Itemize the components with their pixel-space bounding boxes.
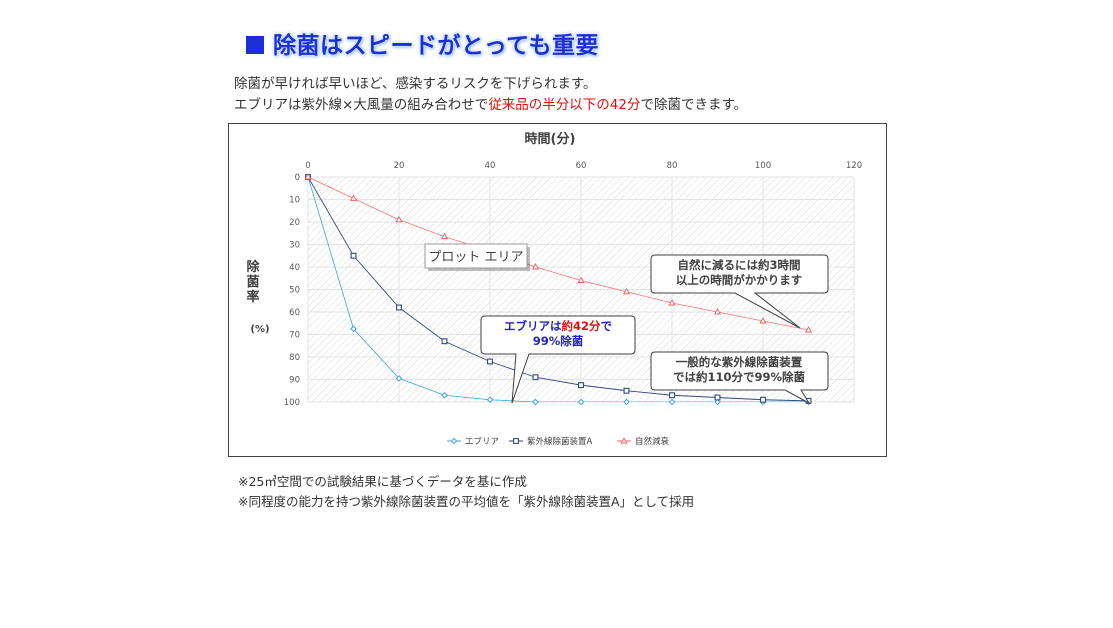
legend-label-1: エブリア bbox=[465, 436, 499, 447]
series-group bbox=[308, 177, 809, 402]
data-point-2 bbox=[487, 358, 493, 365]
callout-uv-line-2: では約110分で99%除菌 bbox=[673, 370, 806, 384]
data-point-3 bbox=[577, 276, 585, 283]
data-point-1 bbox=[577, 398, 585, 406]
data-point-2 bbox=[532, 374, 539, 381]
data-point-2 bbox=[578, 382, 584, 389]
legend-marker-3 bbox=[620, 437, 628, 444]
y-axis-label-2: 菌 bbox=[246, 274, 259, 290]
x-tick-label: 20 bbox=[394, 161, 405, 171]
y-axis-ticks: 0 10 20 30 40 50 60 70 80 90 100 bbox=[284, 173, 300, 408]
x-axis-ticks: 0 20 40 60 80 100 120 bbox=[305, 161, 862, 171]
data-point-2 bbox=[669, 392, 675, 399]
chart-title: 時間(分) bbox=[525, 131, 576, 147]
data-point-1 bbox=[714, 398, 721, 406]
series-line-1 bbox=[308, 177, 809, 402]
intro-line-1: 除菌が早ければ早いほど、感染するリスクを下げられます。 bbox=[234, 76, 597, 92]
data-point-3 bbox=[713, 308, 722, 315]
y-tick-label: 40 bbox=[289, 263, 300, 273]
y-tick-label: 90 bbox=[289, 376, 300, 386]
y-tick-label: 10 bbox=[289, 196, 300, 206]
data-point-3 bbox=[759, 317, 767, 324]
y-tick-label: 100 bbox=[284, 398, 300, 408]
x-tick-label: 0 bbox=[305, 161, 310, 171]
y-tick-label: 80 bbox=[289, 353, 300, 363]
data-point-3 bbox=[440, 232, 449, 240]
data-point-2 bbox=[441, 338, 448, 345]
x-tick-label: 120 bbox=[846, 161, 862, 171]
callout-everia-line-2: 99%除菌 bbox=[533, 334, 584, 348]
plot-area-tooltip: プロット エリア bbox=[424, 243, 530, 271]
data-point-3 bbox=[622, 287, 631, 295]
y-axis-label-1: 除 bbox=[246, 259, 260, 275]
intro-line-2-suffix: で除菌できます。 bbox=[640, 97, 748, 113]
series-line-3 bbox=[308, 177, 809, 331]
callout-everia: エブリアは約42分で 99%除菌 bbox=[480, 315, 636, 404]
data-point-2 bbox=[623, 387, 630, 394]
data-point-2 bbox=[350, 252, 357, 259]
callout-natural-line-1: 自然に減るには約3時間 bbox=[677, 258, 800, 272]
square-bullet-icon bbox=[246, 36, 264, 54]
y-tick-label: 70 bbox=[289, 331, 300, 341]
y-tick-label: 30 bbox=[289, 241, 300, 251]
data-point-1 bbox=[668, 398, 676, 406]
intro-highlight: 従来品の半分以下の42分 bbox=[488, 97, 641, 113]
intro-line-2: エブリアは紫外線×大風量の組み合わせで従来品の半分以下の42分で除菌できます。 bbox=[234, 93, 747, 113]
disinfection-chart: 時間(分) 0 20 40 60 80 100 120 0 10 20 30 40 50 60 70 80 9… bbox=[246, 131, 862, 447]
data-point-1 bbox=[532, 398, 539, 406]
data-point-2 bbox=[714, 394, 721, 401]
y-axis-label-3: 率 bbox=[246, 289, 259, 305]
data-point-3 bbox=[531, 263, 540, 270]
callout-natural-decay: 自然に減るには約3時間 以上の時間がかかります bbox=[650, 254, 829, 329]
x-tick-label: 40 bbox=[485, 161, 496, 171]
y-tick-label: 50 bbox=[289, 286, 300, 296]
data-point-1 bbox=[395, 375, 403, 382]
footnote-1: ※25㎥空間での試験結果に基づくデータを基に作成 bbox=[238, 474, 527, 489]
legend-label-3: 自然減衰 bbox=[635, 436, 670, 447]
legend-label-2: 紫外線除菌装置A bbox=[527, 436, 593, 447]
data-point-3 bbox=[668, 299, 676, 306]
chart-legend: エブリア 紫外線除菌装置A 自然減衰 bbox=[447, 436, 670, 447]
data-point-3 bbox=[804, 326, 813, 333]
data-point-1 bbox=[350, 325, 357, 333]
x-tick-label: 80 bbox=[667, 161, 678, 171]
data-point-2 bbox=[760, 396, 766, 403]
page-title-text: 除菌はスピードがとっても重要 bbox=[273, 33, 600, 59]
page-title: 除菌はスピードがとっても重要 bbox=[246, 26, 599, 60]
y-tick-label: 20 bbox=[289, 218, 300, 228]
data-point-1 bbox=[623, 398, 630, 406]
x-tick-label: 100 bbox=[755, 161, 771, 171]
y-tick-label: 60 bbox=[289, 308, 300, 318]
data-point-3 bbox=[349, 194, 358, 201]
callout-natural-line-2: 以上の時間がかかります bbox=[676, 273, 803, 287]
series-line-2 bbox=[308, 177, 809, 402]
data-point-1 bbox=[441, 391, 448, 399]
data-point-3 bbox=[304, 173, 312, 180]
callout-everia-line-1: エブリアは約42分で bbox=[504, 319, 612, 333]
data-point-2 bbox=[396, 304, 402, 311]
chart-container: 時間(分) 0 20 40 60 80 100 120 0 10 20 30 40 50 60 70 80 9… bbox=[228, 123, 887, 457]
x-tick-label: 60 bbox=[576, 161, 587, 171]
callout-uv-line-1: 一般的な紫外線除菌装置 bbox=[676, 355, 803, 369]
data-point-3 bbox=[395, 215, 403, 223]
footnote-2: ※同程度の能力を持つ紫外線除菌装置の平均値を「紫外線除菌装置A」として採用 bbox=[238, 494, 695, 509]
legend-marker-2 bbox=[513, 438, 519, 444]
y-axis-unit: (%) bbox=[250, 324, 269, 335]
intro-line-2-prefix: エブリアは紫外線×大風量の組み合わせで bbox=[234, 97, 489, 113]
data-point-1 bbox=[486, 396, 494, 404]
callout-uv-device: 一般的な紫外線除菌装置 では約110分で99%除菌 bbox=[650, 351, 829, 405]
y-tick-label: 0 bbox=[295, 173, 300, 183]
plot-area-label: プロット エリア bbox=[428, 250, 523, 265]
legend-marker-1 bbox=[450, 437, 458, 445]
